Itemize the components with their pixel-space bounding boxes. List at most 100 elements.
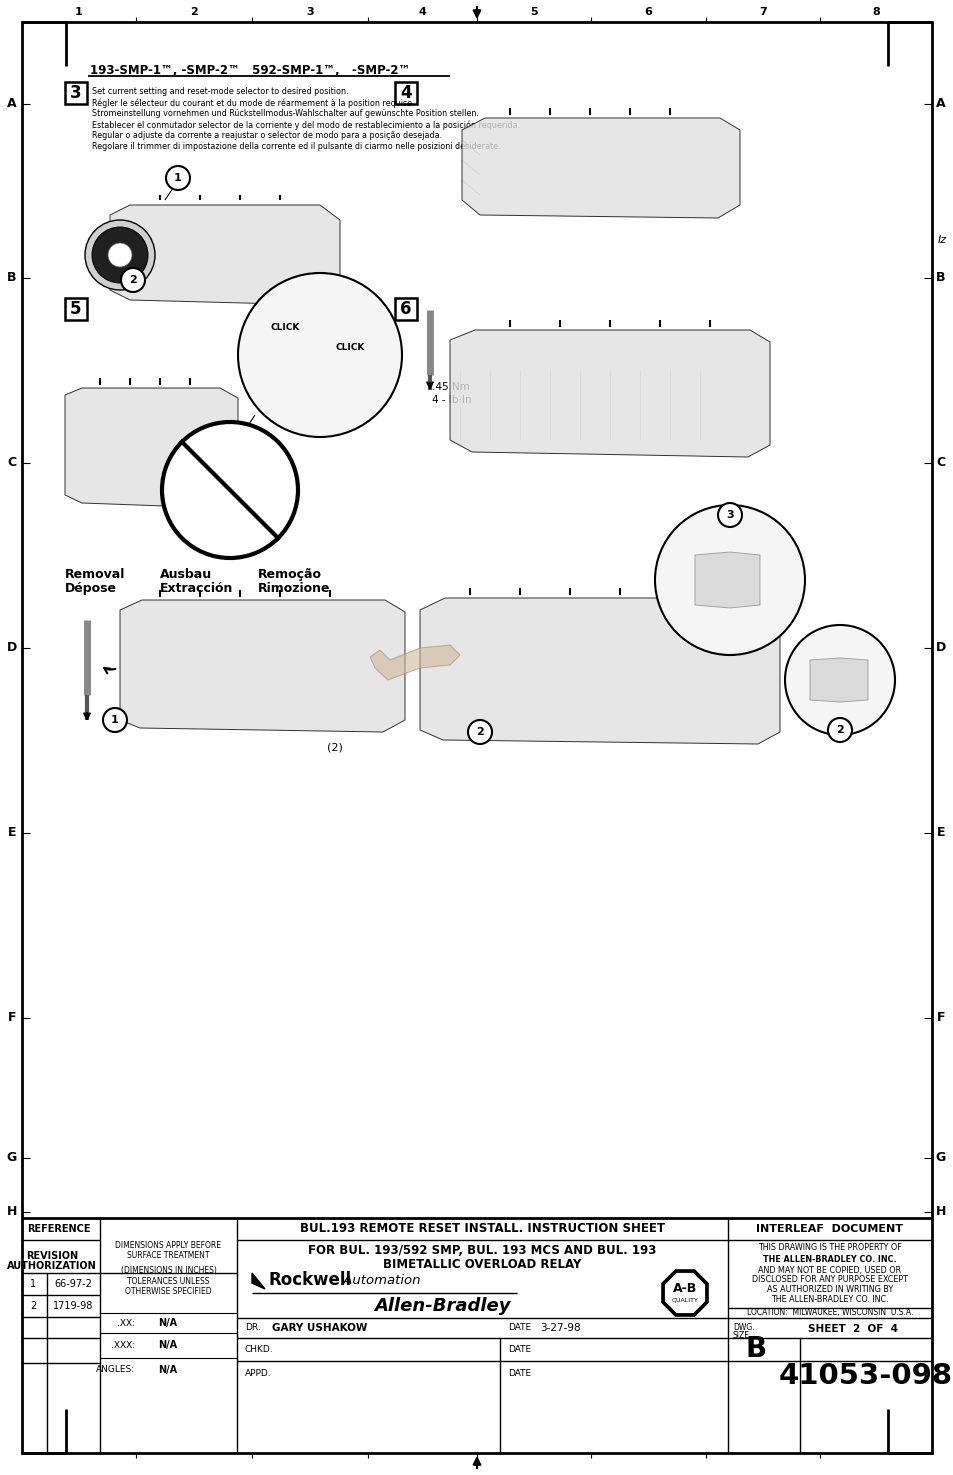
Text: 2: 2	[190, 7, 197, 18]
Text: REFERENCE: REFERENCE	[27, 1224, 91, 1235]
Text: DISCLOSED FOR ANY PURPOSE EXCEPT: DISCLOSED FOR ANY PURPOSE EXCEPT	[751, 1276, 907, 1285]
Text: AS AUTHORIZED IN WRITING BY: AS AUTHORIZED IN WRITING BY	[766, 1286, 892, 1295]
Text: 5: 5	[530, 7, 537, 18]
Text: 1719-98: 1719-98	[52, 1301, 93, 1311]
Text: 3: 3	[71, 84, 82, 102]
Circle shape	[91, 227, 148, 283]
Text: 4 - lb·In: 4 - lb·In	[432, 395, 471, 406]
Text: 7: 7	[759, 7, 766, 18]
Text: LOCATION:  MILWAUKEE, WISCONSIN  U.S.A.: LOCATION: MILWAUKEE, WISCONSIN U.S.A.	[746, 1308, 912, 1317]
Text: A-B: A-B	[672, 1282, 697, 1295]
Text: Iz: Iz	[937, 235, 945, 245]
Polygon shape	[661, 1270, 707, 1316]
Circle shape	[468, 720, 492, 743]
Text: REVISION: REVISION	[26, 1251, 78, 1261]
Text: G: G	[7, 1150, 17, 1164]
Bar	[65, 298, 87, 320]
Circle shape	[162, 422, 297, 558]
Circle shape	[108, 243, 132, 267]
Text: Dépose: Dépose	[65, 583, 117, 594]
Circle shape	[827, 718, 851, 742]
Text: Rimozione: Rimozione	[257, 583, 330, 594]
Text: TOLERANCES UNLESS: TOLERANCES UNLESS	[127, 1276, 210, 1286]
Text: DIMENSIONS APPLY BEFORE: DIMENSIONS APPLY BEFORE	[115, 1242, 221, 1251]
Polygon shape	[370, 645, 459, 680]
Bar	[395, 83, 416, 105]
Text: 66-97-2: 66-97-2	[54, 1279, 91, 1289]
Text: 2: 2	[476, 727, 483, 738]
Text: 6: 6	[400, 299, 412, 319]
Polygon shape	[695, 552, 760, 608]
Polygon shape	[190, 471, 270, 510]
Text: C: C	[936, 456, 944, 469]
Text: Extracción: Extracción	[160, 583, 233, 594]
Text: 1: 1	[30, 1279, 36, 1289]
Text: THE ALLEN-BRADLEY CO. INC.: THE ALLEN-BRADLEY CO. INC.	[762, 1255, 896, 1264]
Polygon shape	[665, 1273, 703, 1313]
Bar	[395, 298, 416, 320]
Text: Automation: Automation	[338, 1273, 420, 1286]
Text: (DIMENSIONS IN INCHES): (DIMENSIONS IN INCHES)	[120, 1267, 216, 1276]
Bar	[65, 83, 87, 105]
Text: SURFACE TREATMENT: SURFACE TREATMENT	[127, 1251, 210, 1261]
Polygon shape	[110, 205, 339, 305]
Text: 2: 2	[835, 726, 843, 735]
Text: H: H	[7, 1205, 17, 1218]
Text: AND MAY NOT BE COPIED, USED OR: AND MAY NOT BE COPIED, USED OR	[758, 1266, 901, 1274]
Text: A: A	[935, 97, 944, 111]
Polygon shape	[252, 1273, 265, 1289]
Text: F: F	[8, 1010, 16, 1024]
Text: 193-SMP-1™, -SMP-2™   592-SMP-1™,   -SMP-2™: 193-SMP-1™, -SMP-2™ 592-SMP-1™, -SMP-2™	[90, 63, 410, 77]
Text: 3: 3	[725, 510, 733, 521]
Text: D: D	[7, 642, 17, 653]
Text: THIS DRAWING IS THE PROPERTY OF: THIS DRAWING IS THE PROPERTY OF	[758, 1243, 901, 1252]
Text: F: F	[936, 1010, 944, 1024]
Text: 2: 2	[129, 274, 136, 285]
Polygon shape	[809, 658, 867, 702]
Polygon shape	[461, 118, 740, 218]
Text: .XX:: .XX:	[117, 1319, 135, 1328]
Text: INTERLEAF  DOCUMENT: INTERLEAF DOCUMENT	[756, 1224, 902, 1235]
Text: 8: 8	[871, 7, 879, 18]
Text: DATE: DATE	[507, 1323, 531, 1332]
Text: Regular o adjuste da corrente a reajustar o selector de modo para a posição dese: Regular o adjuste da corrente a reajusta…	[91, 131, 441, 140]
Circle shape	[121, 268, 145, 292]
Text: BUL.193 REMOTE RESET INSTALL. INSTRUCTION SHEET: BUL.193 REMOTE RESET INSTALL. INSTRUCTIO…	[299, 1223, 664, 1236]
Text: OTHERWISE SPECIFIED: OTHERWISE SPECIFIED	[125, 1286, 212, 1295]
Circle shape	[655, 504, 804, 655]
Circle shape	[85, 220, 154, 291]
Text: .45 Nm: .45 Nm	[432, 382, 469, 392]
Text: Set current setting and reset-mode selector to desired position.: Set current setting and reset-mode selec…	[91, 87, 348, 96]
Text: AUTHORIZATION: AUTHORIZATION	[7, 1261, 97, 1271]
Text: CLICK: CLICK	[335, 344, 364, 353]
Text: H: H	[935, 1205, 945, 1218]
Text: Regolare il trimmer di impostazione della corrente ed il pulsante di ciarmo nell: Regolare il trimmer di impostazione dell…	[91, 142, 500, 150]
Circle shape	[237, 273, 401, 437]
Text: QUALITY: QUALITY	[671, 1298, 698, 1302]
Text: DATE: DATE	[507, 1369, 531, 1378]
Text: 1: 1	[111, 715, 119, 726]
Text: FOR BUL. 193/592 SMP, BUL. 193 MCS AND BUL. 193: FOR BUL. 193/592 SMP, BUL. 193 MCS AND B…	[308, 1243, 656, 1257]
Text: Stromeinstellung vornehmen und Rückstellmodus-Wahlschalter auf gewünschte Positi: Stromeinstellung vornehmen und Rückstell…	[91, 109, 478, 118]
Text: N/A: N/A	[158, 1319, 177, 1328]
Polygon shape	[450, 330, 769, 457]
Text: BIMETALLIC OVERLOAD RELAY: BIMETALLIC OVERLOAD RELAY	[383, 1258, 581, 1270]
Text: Rockwell: Rockwell	[269, 1271, 352, 1289]
Text: Ausbau: Ausbau	[160, 568, 212, 581]
Text: THE ALLEN-BRADLEY CO. INC.: THE ALLEN-BRADLEY CO. INC.	[770, 1295, 888, 1304]
Text: 3-27-98: 3-27-98	[539, 1323, 580, 1333]
Text: B: B	[744, 1335, 766, 1363]
Text: 3: 3	[306, 7, 314, 18]
Text: C: C	[8, 456, 16, 469]
Text: DATE: DATE	[507, 1345, 531, 1354]
Circle shape	[103, 708, 127, 732]
Text: SIZE: SIZE	[732, 1332, 749, 1341]
Polygon shape	[419, 597, 780, 743]
Polygon shape	[120, 600, 405, 732]
Text: G: G	[935, 1150, 945, 1164]
Text: 4: 4	[418, 7, 426, 18]
Text: Régler le sélecteur du courant et du mode de réarmement à la position requise.: Régler le sélecteur du courant et du mod…	[91, 97, 415, 108]
Text: SHEET  2  OF  4: SHEET 2 OF 4	[807, 1325, 897, 1333]
Text: CHKD.: CHKD.	[245, 1345, 274, 1354]
Text: DWG.: DWG.	[732, 1323, 754, 1332]
